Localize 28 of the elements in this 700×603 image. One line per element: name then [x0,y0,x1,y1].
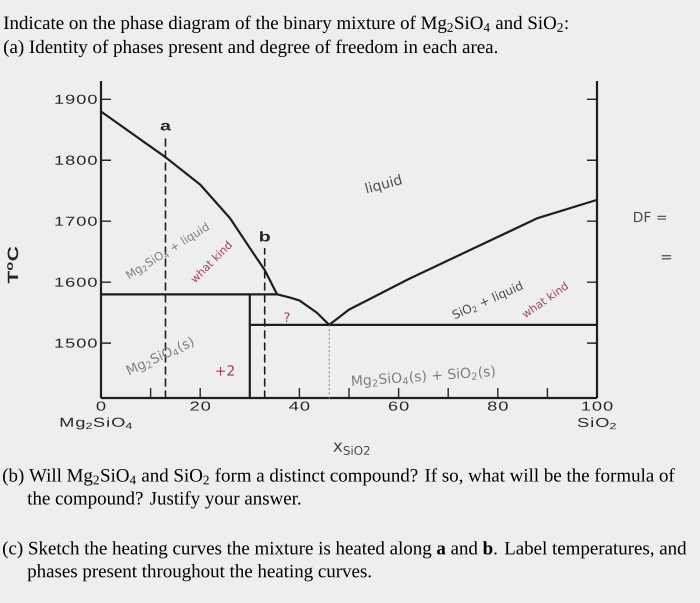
chart-subtitle: (a) Identity of phases present and degree of freedom in each area. [4,40,498,58]
y-tick-label: 1700 [55,216,97,226]
text: SiO$_{2}$ [578,418,616,430]
annotation: +2 [216,365,234,376]
annotation: ? [284,312,290,322]
annotation: liquid [364,174,402,194]
x-tick-label: 80 [488,402,508,411]
x-tick-label: 20 [190,402,210,411]
text: (b) Will Mg$_{2}$SiO$_{4}$ and SiO$_{2}$ form a distinct compound? If so, what will be the formula of the compound? Justify your answer. [3,468,675,509]
text: Mg$_{2}$SiO$_{4}$ [60,417,132,430]
y-tick-label: 1500 [55,338,97,348]
text: DF = [634,212,666,222]
chart-title: Indicate on the phase diagram of the binary mixture of Mg$_{2}$SiO$_{4}$ and SiO$_{2}$: [4,16,568,34]
annotation: b [260,231,270,242]
x-tick-label: 100 [582,402,612,411]
text: (c) Sketch the heating curves the mixture is heated along a and b. Label temperatures, and phases present throughout the heating curves. [3,541,686,582]
text: = [662,255,672,260]
x-tick-label: 60 [388,402,408,411]
y-axis-title: T$^{o}$C [7,246,18,284]
annotation: Mg$_{2}$SiO$_{4}$(s) [126,336,194,376]
y-tick-label: 1900 [55,94,97,104]
x-tick-label: 40 [289,402,310,411]
annotation: Mg$_{2}$SiO$_{4}$(s) + SiO$_{2}$(s) [352,366,495,388]
x-axis-title: x$_{SiO2}$ [333,442,370,455]
annotation: a [160,122,172,130]
y-tick-label: 1600 [55,278,97,287]
x-tick-label: 0 [96,402,106,411]
y-tick-label: 1800 [55,156,97,165]
